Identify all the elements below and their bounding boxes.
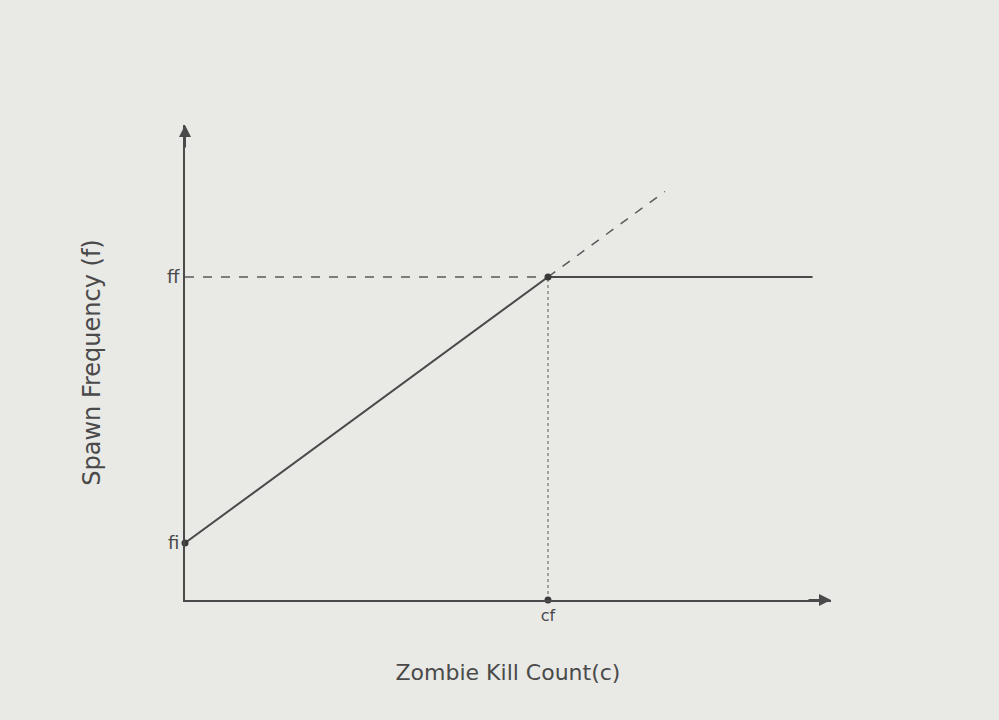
svg-text:fi: fi <box>168 532 179 553</box>
svg-text:Spawn Frequency (f): Spawn Frequency (f) <box>78 239 106 485</box>
svg-text:ff: ff <box>167 266 180 287</box>
svg-text:Zombie Kill Count(c): Zombie Kill Count(c) <box>396 660 621 685</box>
svg-text:cf: cf <box>541 606 556 625</box>
